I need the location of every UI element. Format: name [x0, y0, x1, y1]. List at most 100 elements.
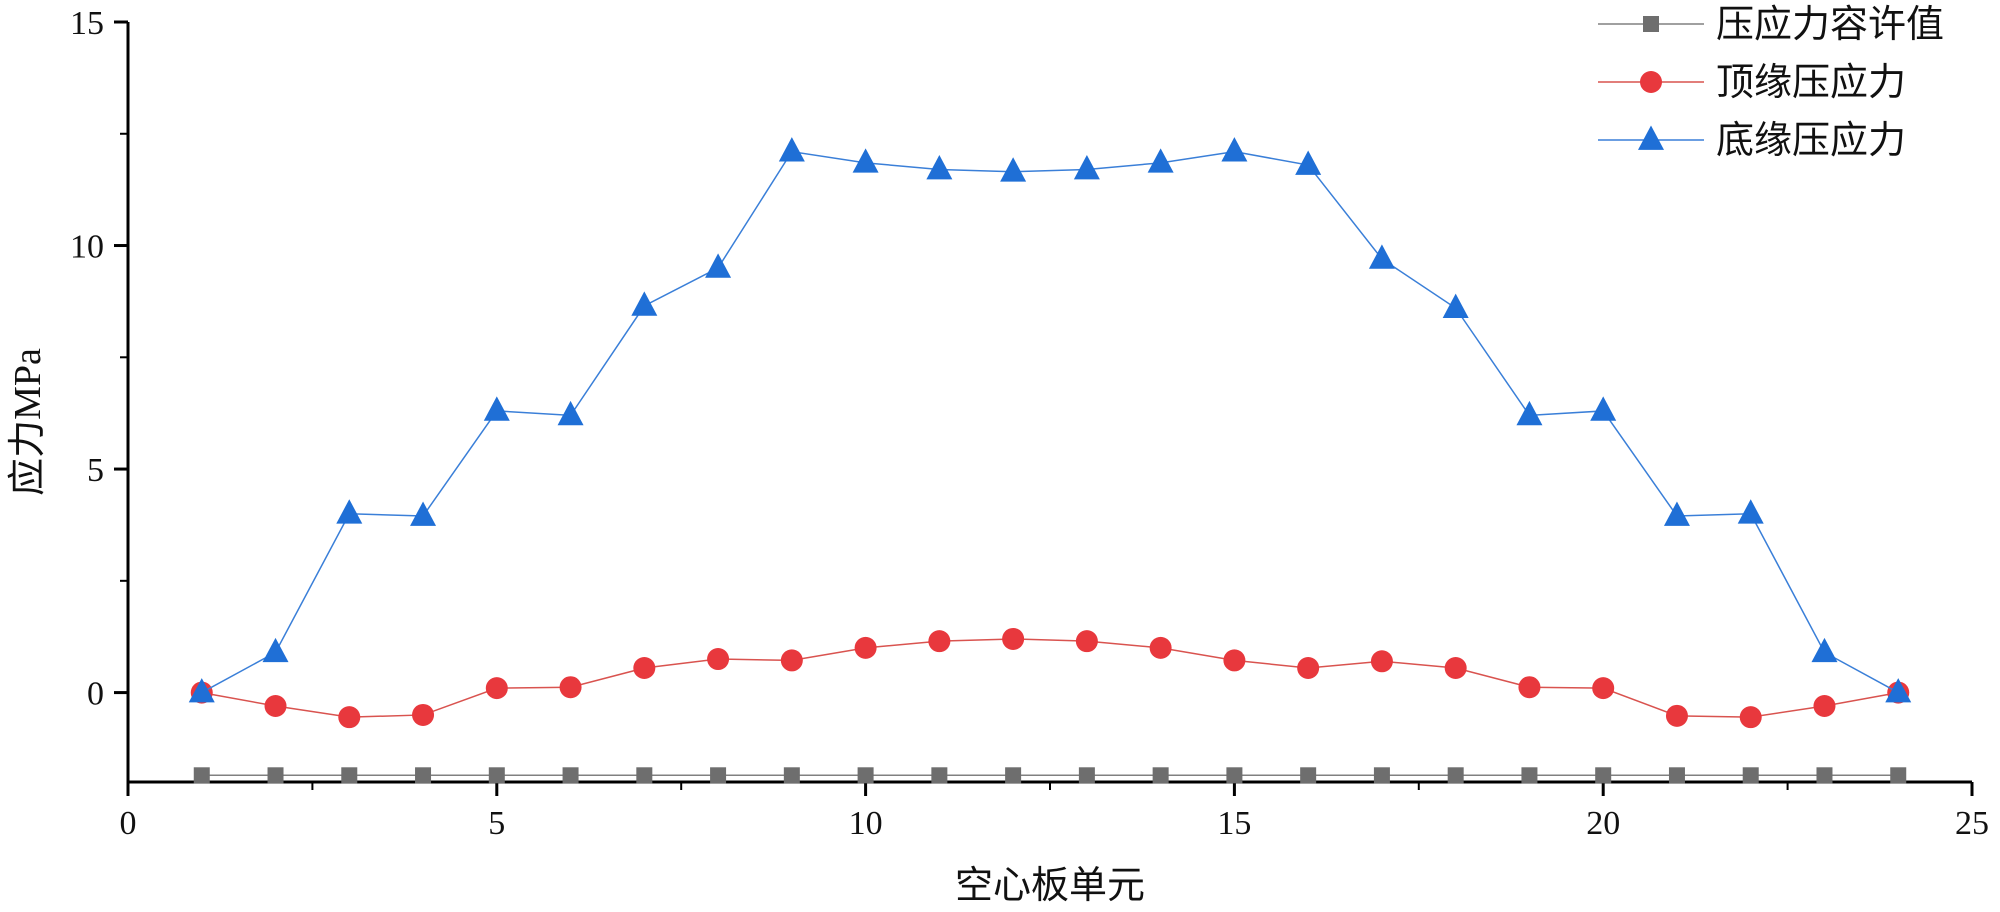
data-point — [705, 253, 732, 278]
data-point — [1075, 630, 1098, 653]
legend-item: 底缘压应力 — [1598, 120, 1906, 162]
data-point — [1147, 148, 1174, 173]
data-point — [562, 767, 579, 784]
data-point — [262, 637, 289, 663]
data-point — [707, 648, 730, 671]
series-layer — [188, 137, 1912, 784]
x-tick-label: 15 — [1217, 805, 1251, 842]
series-1 — [193, 767, 1907, 784]
x-tick-label: 20 — [1586, 805, 1620, 842]
data-point — [485, 677, 508, 700]
legend-label: 顶缘压应力 — [1716, 62, 1906, 104]
y-tick-label: 5 — [87, 452, 104, 489]
data-point — [559, 676, 582, 699]
data-point — [1813, 695, 1836, 717]
data-point — [1000, 157, 1027, 182]
data-point — [1073, 155, 1100, 180]
legend-marker — [1640, 71, 1662, 93]
data-point — [1002, 627, 1025, 650]
data-point — [1518, 676, 1541, 699]
series-line — [201, 150, 1899, 694]
data-point — [1005, 767, 1022, 784]
y-tick-label: 10 — [70, 229, 104, 266]
data-point — [1668, 767, 1685, 784]
series-2 — [190, 627, 1910, 729]
legend-marker — [1638, 125, 1664, 150]
data-point — [188, 678, 215, 703]
data-point — [1890, 767, 1907, 784]
axes: 0 5 10 15 20 25 0 5 10 15 — [70, 5, 1989, 842]
y-axis-title: 应力MPa — [7, 348, 49, 496]
data-point — [1370, 650, 1393, 673]
data-point — [710, 767, 727, 784]
data-point — [1373, 767, 1390, 784]
data-point — [1592, 677, 1615, 700]
data-point — [483, 396, 510, 421]
data-point — [336, 499, 363, 524]
data-point — [1816, 767, 1833, 784]
data-point — [1078, 767, 1095, 784]
data-point — [783, 767, 800, 784]
data-point — [410, 501, 437, 526]
data-point — [341, 767, 358, 784]
x-tick-label: 0 — [120, 805, 137, 842]
data-point — [1516, 400, 1543, 426]
data-point — [636, 767, 653, 784]
legend-item: 顶缘压应力 — [1598, 62, 1906, 104]
data-point — [631, 291, 658, 316]
x-axis-title: 空心板单元 — [955, 865, 1145, 907]
data-point — [931, 767, 948, 784]
data-point — [1590, 396, 1617, 421]
data-point — [778, 137, 805, 162]
y-tick-label: 15 — [70, 5, 104, 42]
data-point — [1297, 657, 1320, 679]
data-point — [1811, 637, 1838, 663]
data-point — [1521, 767, 1538, 784]
data-point — [557, 400, 584, 426]
data-point — [1442, 293, 1469, 318]
data-point — [264, 695, 287, 717]
legend-label: 底缘压应力 — [1716, 120, 1906, 162]
data-point — [780, 649, 803, 672]
data-point — [1368, 244, 1395, 269]
data-point — [852, 148, 879, 173]
data-point — [193, 767, 210, 784]
data-point — [412, 703, 435, 726]
data-point — [1595, 767, 1612, 784]
legend-marker — [1643, 16, 1659, 32]
data-point — [1663, 501, 1690, 526]
data-point — [338, 706, 361, 729]
data-point — [415, 767, 432, 784]
data-point — [267, 767, 284, 784]
series-3 — [188, 137, 1912, 703]
data-point — [1149, 636, 1172, 659]
x-tick-label: 5 — [488, 805, 505, 842]
data-point — [488, 767, 505, 784]
x-tick-label: 25 — [1955, 805, 1989, 842]
data-point — [1447, 767, 1464, 784]
data-point — [1737, 499, 1764, 524]
data-point — [1739, 706, 1762, 729]
data-point — [1742, 767, 1759, 784]
data-point — [633, 657, 656, 679]
data-point — [1885, 678, 1912, 703]
data-point — [928, 630, 951, 653]
data-point — [1221, 137, 1248, 162]
series-line — [201, 638, 1899, 718]
data-point — [926, 155, 953, 180]
data-point — [1152, 767, 1169, 784]
data-point — [1300, 767, 1317, 784]
data-point — [854, 636, 877, 659]
data-point — [1295, 150, 1322, 175]
data-point — [857, 767, 874, 784]
y-tick-label: 0 — [87, 676, 104, 713]
legend-item: 压应力容许值 — [1598, 4, 1944, 46]
data-point — [1444, 657, 1467, 679]
legend-label: 压应力容许值 — [1716, 4, 1944, 46]
data-point — [1226, 767, 1243, 784]
data-point — [1223, 649, 1246, 672]
data-point — [1665, 704, 1688, 727]
